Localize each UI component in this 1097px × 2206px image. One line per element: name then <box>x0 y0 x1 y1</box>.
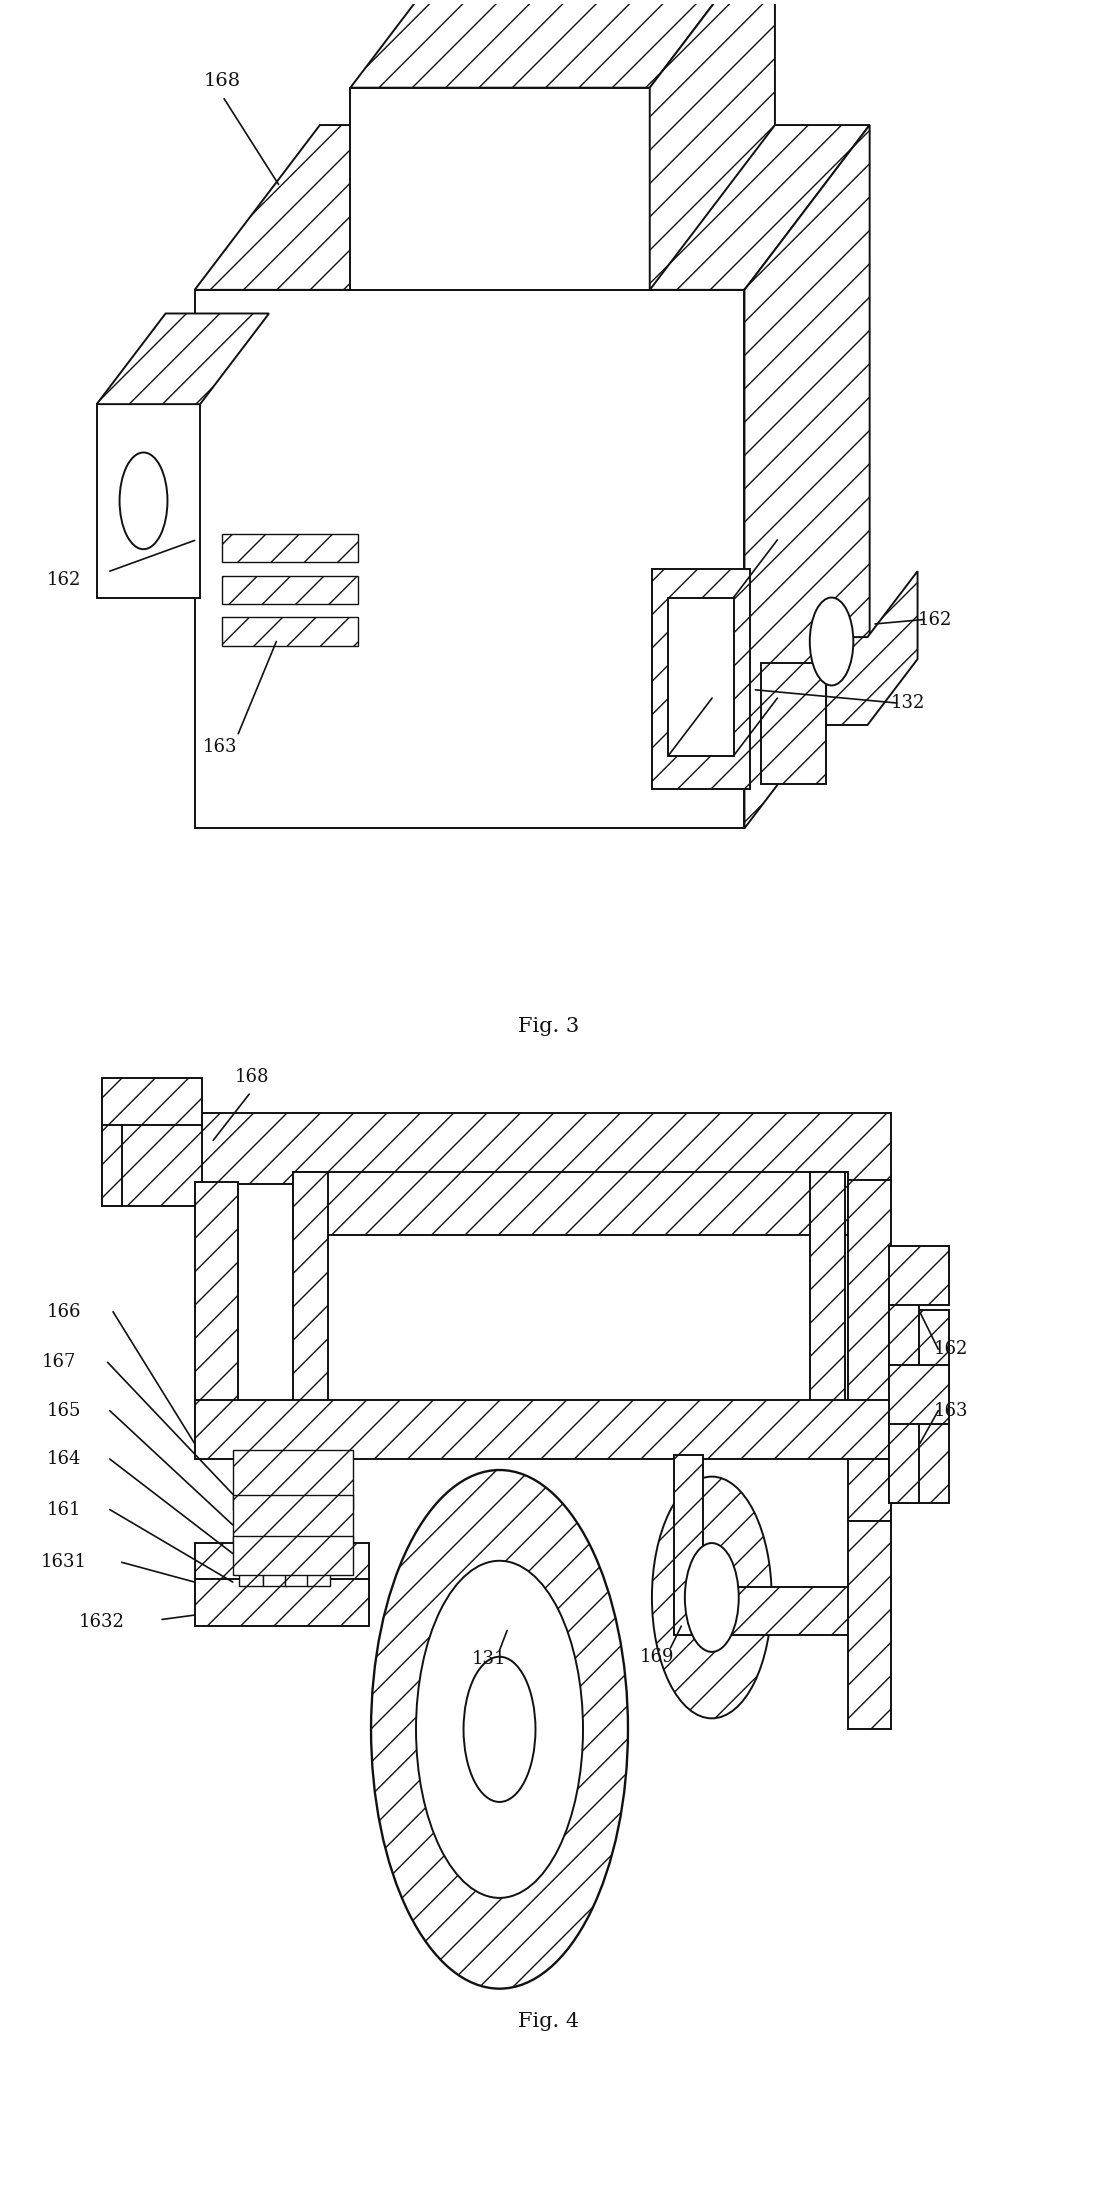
Text: Fig. 3: Fig. 3 <box>518 1017 579 1035</box>
Bar <box>890 1310 949 1390</box>
Bar <box>810 1171 845 1432</box>
Bar <box>194 1182 238 1454</box>
Text: 166: 166 <box>47 1304 81 1321</box>
Bar <box>194 1579 369 1626</box>
Bar <box>848 1180 891 1520</box>
Bar <box>668 598 734 757</box>
Circle shape <box>810 598 853 686</box>
Text: 168: 168 <box>235 1068 270 1085</box>
Text: 162: 162 <box>935 1339 969 1359</box>
Bar <box>233 1535 352 1575</box>
Bar <box>293 1171 328 1432</box>
Text: 163: 163 <box>934 1401 969 1421</box>
Bar <box>890 1366 949 1423</box>
Text: 165: 165 <box>47 1401 81 1421</box>
Bar <box>222 576 358 604</box>
Bar <box>890 1423 949 1502</box>
Circle shape <box>371 1469 627 1988</box>
Bar <box>890 1414 918 1502</box>
Polygon shape <box>826 571 917 726</box>
Text: 168: 168 <box>203 73 240 90</box>
Text: 1632: 1632 <box>79 1613 125 1630</box>
Bar <box>285 1458 308 1586</box>
Bar <box>263 1458 286 1586</box>
Text: 164: 164 <box>47 1449 81 1467</box>
Bar <box>239 1458 263 1586</box>
Bar <box>97 404 200 598</box>
Text: 161: 161 <box>47 1500 81 1518</box>
Polygon shape <box>745 126 870 827</box>
Text: 131: 131 <box>472 1650 506 1668</box>
Circle shape <box>652 1476 771 1718</box>
Bar <box>674 1454 703 1635</box>
Text: 1631: 1631 <box>41 1553 87 1571</box>
Bar <box>222 618 358 646</box>
Circle shape <box>416 1562 583 1897</box>
Polygon shape <box>194 126 870 289</box>
Bar <box>307 1458 330 1586</box>
Bar <box>194 1114 892 1185</box>
Circle shape <box>685 1542 738 1652</box>
Bar <box>293 1171 848 1235</box>
Polygon shape <box>97 313 269 404</box>
Bar <box>102 1116 202 1207</box>
Text: 162: 162 <box>918 611 952 629</box>
Bar <box>102 1077 202 1125</box>
Bar <box>848 1520 891 1730</box>
Bar <box>761 664 826 785</box>
Bar <box>350 88 649 289</box>
Bar <box>890 1302 918 1390</box>
Bar <box>102 1079 122 1207</box>
Bar <box>194 1399 892 1458</box>
Bar <box>890 1246 949 1306</box>
Bar <box>233 1496 352 1542</box>
Polygon shape <box>649 0 774 289</box>
Bar <box>652 569 750 790</box>
Bar <box>222 534 358 563</box>
Polygon shape <box>350 0 774 88</box>
Bar <box>233 1449 352 1509</box>
Text: 167: 167 <box>42 1352 76 1372</box>
Text: Fig. 4: Fig. 4 <box>518 2012 579 2032</box>
Circle shape <box>464 1657 535 1802</box>
Bar <box>194 289 745 827</box>
Bar <box>674 1588 892 1635</box>
Circle shape <box>120 452 168 549</box>
Bar <box>194 1544 369 1591</box>
Text: 169: 169 <box>641 1648 675 1666</box>
Text: 162: 162 <box>47 571 81 589</box>
Text: 132: 132 <box>891 695 925 713</box>
Text: 163: 163 <box>203 739 237 757</box>
